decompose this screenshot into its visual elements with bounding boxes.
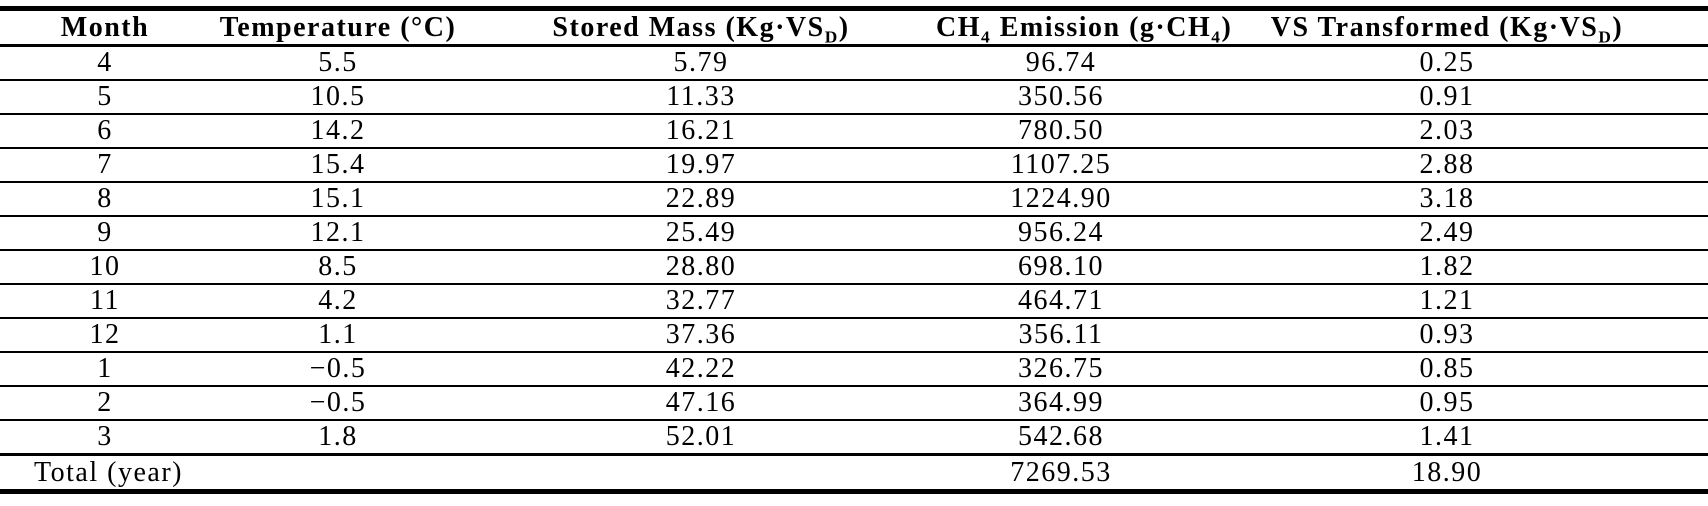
- table-row: 6 14.2 16.21 780.50 2.03: [0, 114, 1708, 148]
- cell-stored-mass: 19.97: [665, 149, 737, 180]
- cell-month: 4: [97, 47, 113, 78]
- cell-ch4-emission: 356.11: [1018, 319, 1104, 350]
- cell-vs-transformed: 3.18: [1419, 183, 1475, 214]
- table-row: 8 15.1 22.89 1224.90 3.18: [0, 182, 1708, 216]
- table-row: 5 10.5 11.33 350.56 0.91: [0, 80, 1708, 114]
- table-row: 10 8.5 28.80 698.10 1.82: [0, 250, 1708, 284]
- cell-month: 6: [97, 115, 113, 146]
- cell-vs-transformed: 0.91: [1419, 81, 1475, 112]
- column-header-temperature: Temperature (°C): [210, 9, 466, 46]
- table-row: 11 4.2 32.77 464.71 1.21: [0, 284, 1708, 318]
- header-subscript: D: [1598, 27, 1613, 47]
- cell-vs-transformed: 1.21: [1419, 285, 1475, 316]
- column-header-vs-transformed: VS Transformed (Kg·VSD): [1186, 9, 1708, 46]
- cell-stored-mass: 5.79: [673, 47, 729, 78]
- cell-vs-transformed: 1.82: [1419, 251, 1475, 282]
- cell-month: 2: [97, 387, 113, 418]
- cell-month: 1: [97, 353, 113, 384]
- column-header-ch4-emission: CH4 Emission (g·CH4): [936, 9, 1231, 47]
- header-subscript: D: [824, 27, 839, 47]
- column-header-month: Month: [0, 9, 210, 46]
- cell-ch4-emission: 96.74: [1025, 47, 1097, 78]
- cell-vs-transformed: 2.49: [1419, 217, 1475, 248]
- cell-stored-mass: 28.80: [665, 251, 737, 282]
- cell-temperature: 4.2: [318, 285, 358, 316]
- cell-vs-transformed: 0.25: [1419, 47, 1475, 78]
- cell-vs-transformed: 0.93: [1419, 319, 1475, 350]
- cell-stored-mass: 25.49: [665, 217, 737, 248]
- cell-temperature: −0.5: [309, 353, 367, 384]
- cell-stored-mass: 22.89: [665, 183, 737, 214]
- cell-ch4-emission: 326.75: [1018, 353, 1104, 384]
- cell-vs-transformed: 18.90: [1411, 456, 1483, 488]
- total-label: Total (year): [34, 456, 183, 488]
- header-subscript: 4: [981, 27, 992, 47]
- cell-temperature: 12.1: [310, 217, 366, 248]
- cell-temperature: −0.5: [309, 387, 367, 418]
- header-text: ): [1612, 11, 1624, 43]
- cell-stored-mass: 32.77: [665, 285, 737, 316]
- cell-month: 8: [97, 183, 113, 214]
- cell-month: 9: [97, 217, 113, 248]
- cell-month: 3: [97, 421, 113, 452]
- header-text: Emission (g·CH: [991, 11, 1212, 43]
- cell-vs-transformed: 0.95: [1419, 387, 1475, 418]
- monthly-emissions-table: Month Temperature (°C) Stored Mass (Kg·V…: [0, 6, 1708, 494]
- header-text: ): [838, 11, 850, 43]
- cell-temperature: 1.8: [318, 421, 358, 452]
- table-row: 7 15.4 19.97 1107.25 2.88: [0, 148, 1708, 182]
- cell-temperature: 1.1: [318, 319, 358, 350]
- cell-ch4-emission: 956.24: [1018, 217, 1104, 248]
- header-text: Month: [60, 11, 150, 43]
- table-row: 3 1.8 52.01 542.68 1.41: [0, 420, 1708, 455]
- cell-ch4-emission: 698.10: [1018, 251, 1104, 282]
- table-row: 1 −0.5 42.22 326.75 0.85: [0, 352, 1708, 386]
- cell-stored-mass: 16.21: [665, 115, 737, 146]
- header-text: VS Transformed (Kg·VS: [1270, 11, 1599, 43]
- cell-ch4-emission: 350.56: [1018, 81, 1104, 112]
- cell-vs-transformed: 1.41: [1419, 421, 1475, 452]
- header-text: ): [1221, 11, 1233, 43]
- cell-month: 12: [89, 319, 121, 350]
- cell-vs-transformed: 2.03: [1419, 115, 1475, 146]
- cell-ch4-emission: 464.71: [1018, 285, 1104, 316]
- total-row: Total (year) 7269.53 18.90: [0, 455, 1708, 492]
- cell-stored-mass: 47.16: [665, 387, 737, 418]
- cell-month: 10: [89, 251, 121, 282]
- cell-vs-transformed: 0.85: [1419, 353, 1475, 384]
- header-text: Stored Mass (Kg·VS: [552, 11, 825, 43]
- cell-ch4-emission: 7269.53: [1010, 456, 1112, 488]
- header-subscript: 4: [1211, 27, 1222, 47]
- cell-temperature: 15.4: [310, 149, 366, 180]
- column-header-stored-mass: Stored Mass (Kg·VSD): [466, 9, 936, 46]
- cell-temperature: 10.5: [310, 81, 366, 112]
- table-row: 2 −0.5 47.16 364.99 0.95: [0, 386, 1708, 420]
- cell-month: 5: [97, 81, 113, 112]
- cell-stored-mass: [466, 455, 936, 492]
- cell-ch4-emission: 364.99: [1018, 387, 1104, 418]
- cell-ch4-emission: 1224.90: [1010, 183, 1112, 214]
- table-row: 12 1.1 37.36 356.11 0.93: [0, 318, 1708, 352]
- table-row: 9 12.1 25.49 956.24 2.49: [0, 216, 1708, 250]
- header-row: Month Temperature (°C) Stored Mass (Kg·V…: [0, 9, 1708, 46]
- cell-stored-mass: 42.22: [665, 353, 737, 384]
- cell-ch4-emission: 780.50: [1018, 115, 1104, 146]
- cell-temperature: 8.5: [318, 251, 358, 282]
- cell-temperature: 5.5: [318, 47, 358, 78]
- cell-vs-transformed: 2.88: [1419, 149, 1475, 180]
- header-text: CH: [936, 11, 981, 43]
- cell-ch4-emission: 542.68: [1018, 421, 1104, 452]
- cell-temperature: 15.1: [310, 183, 366, 214]
- table-row: 4 5.5 5.79 96.74 0.25: [0, 46, 1708, 80]
- cell-month: 11: [90, 285, 120, 316]
- cell-month: 7: [97, 149, 113, 180]
- cell-stored-mass: 37.36: [665, 319, 737, 350]
- cell-temperature: [210, 455, 466, 492]
- cell-temperature: 14.2: [310, 115, 366, 146]
- cell-ch4-emission: 1107.25: [1010, 149, 1112, 180]
- cell-stored-mass: 11.33: [666, 81, 736, 112]
- header-text: Temperature (°C): [219, 11, 457, 43]
- cell-stored-mass: 52.01: [665, 421, 737, 452]
